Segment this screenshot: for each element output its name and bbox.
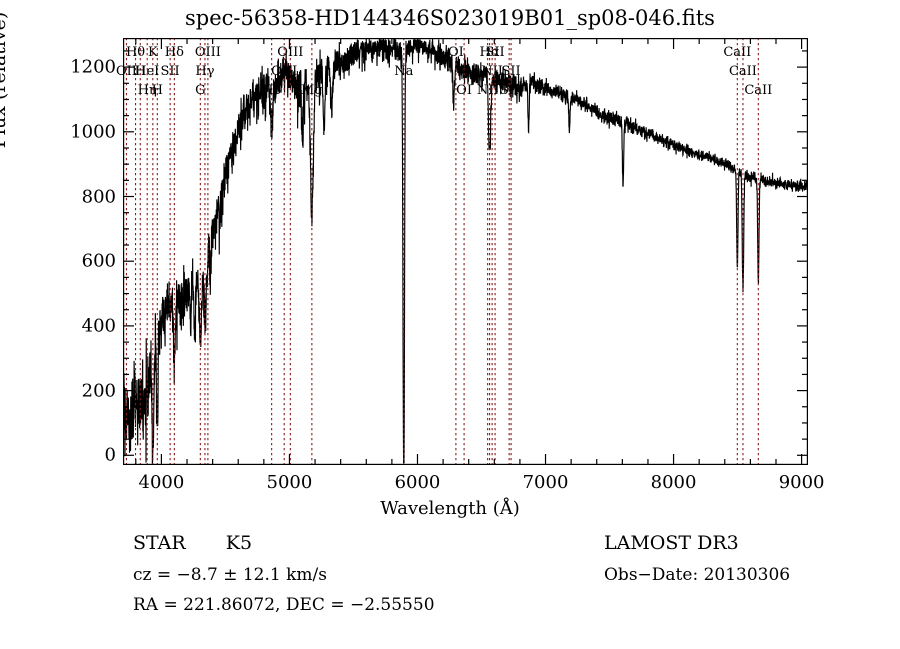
spectral-line-label: NII: [476, 83, 499, 98]
y-tick-label: 1000: [70, 121, 116, 143]
y-tick-label: 0: [104, 444, 116, 466]
x-axis-tick-labels: 4000 5000 6000 7000 8000 9000: [123, 472, 825, 498]
spectral-line-label: SII: [499, 83, 519, 98]
x-tick-label: 4000: [138, 472, 185, 493]
spectral-line-label: H: [134, 64, 146, 79]
spectral-line-label: OI: [456, 83, 472, 98]
spectral-line-label: Na: [394, 64, 414, 79]
plot-area: OII Hθ H Hη HeI K H SII Hδ Hγ G OIII Hβ OIII OIII Mg Na O…: [116, 38, 808, 465]
x-tick-label: 9000: [778, 472, 825, 493]
y-tick-label: 200: [81, 380, 116, 402]
spectral-line-label: Hγ: [195, 64, 215, 79]
spectral-line-label: OIII: [271, 64, 298, 79]
y-tick-label: 600: [81, 250, 116, 272]
x-tick-label: 8000: [650, 472, 697, 493]
y-axis-tick-labels: 0 200 400 600 800 1000 1200: [0, 38, 116, 466]
observation-date: Obs−Date: 20130306: [604, 565, 791, 585]
spectral-line-label: NII: [481, 64, 503, 79]
spectral-line-label: H: [151, 83, 163, 98]
spectral-line-label: G: [195, 83, 206, 98]
y-tick-label: 800: [81, 186, 116, 207]
spectral-line-label: SII: [485, 45, 505, 60]
spectral-line-label: Hδ: [164, 45, 184, 60]
spectral-class: K5: [225, 532, 253, 554]
spectral-line-label: OII: [115, 64, 137, 79]
spectral-line-label: SII: [160, 64, 180, 79]
survey-name: LAMOST DR3: [604, 532, 739, 554]
spectral-line-label: CaII: [728, 64, 757, 79]
figure-footer: STAR K5 cz = −8.7 ± 12.1 km/s RA = 221.8…: [0, 532, 900, 642]
spectral-line-label: CaII: [723, 45, 752, 60]
y-tick-label: 400: [81, 315, 116, 337]
x-tick-label: 6000: [394, 472, 441, 493]
spectral-line-label: Hη: [137, 83, 157, 98]
x-tick-label: 7000: [522, 472, 569, 493]
spectral-line-label: Mg: [301, 83, 323, 98]
spectral-line-label: Hα: [479, 45, 500, 60]
spectral-line-label: OIII: [194, 45, 221, 60]
spectral-line-label: OIII: [277, 45, 304, 60]
radial-velocity: cz = −8.7 ± 12.1 km/s: [133, 565, 327, 585]
spectral-line-label: OI: [447, 45, 464, 60]
x-axis-label: Wavelength (Å): [380, 498, 520, 519]
x-tick-label: 5000: [266, 472, 313, 493]
spectrum-canvas: [123, 38, 808, 465]
object-classification: STAR K5: [133, 532, 252, 554]
y-tick-label: 1200: [70, 56, 116, 78]
figure-title: spec-56358-HD144346S023019B01_sp08-046.f…: [185, 6, 715, 30]
spectral-line-label: K: [147, 45, 158, 60]
coordinates: RA = 221.86072, DEC = −2.55550: [133, 595, 435, 615]
spectral-line-label: Hθ: [125, 45, 146, 60]
spectral-line-label: SII: [501, 64, 521, 79]
spectral-line-label: Hβ: [262, 83, 282, 98]
spectral-line-label: CaII: [744, 83, 773, 98]
object-type: STAR: [133, 532, 186, 554]
spectral-line-label: HeI: [135, 64, 160, 79]
